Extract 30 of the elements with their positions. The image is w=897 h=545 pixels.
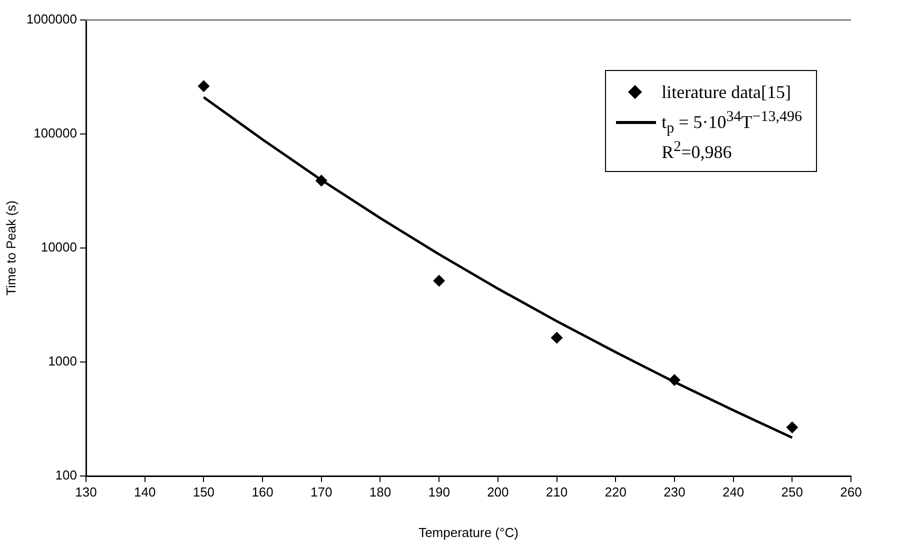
annotation: R$^{2}$=0,986 xyxy=(660,139,733,164)
x-tick-label: 250 xyxy=(781,484,804,500)
point xyxy=(786,421,798,434)
legend-label: t$_{p}$ = 5·10$^{34}$T$^{−13,496}$ xyxy=(662,109,802,137)
y-tick-label: 1000000 xyxy=(26,12,77,27)
x-tick-label: 210 xyxy=(546,484,568,500)
x-tick-label: 160 xyxy=(252,484,274,500)
point xyxy=(198,80,210,92)
x-tick-label: 220 xyxy=(604,484,626,500)
legend-label: literature data[15] xyxy=(662,81,792,104)
y-tick-label: 1000 xyxy=(48,354,77,369)
x-axis-title: Temperature (°C) xyxy=(418,524,518,540)
point xyxy=(433,274,446,287)
point xyxy=(668,374,680,386)
y-tick-label: 100 xyxy=(55,468,77,483)
x-tick-label: 230 xyxy=(664,484,686,500)
x-tick-label: 170 xyxy=(310,484,332,500)
point xyxy=(550,332,563,344)
x-tick-label: 200 xyxy=(487,484,509,500)
x-tick-label: 180 xyxy=(369,484,392,500)
y-axis-title: Time to Peak (s) xyxy=(3,200,18,296)
x-tick-label: 150 xyxy=(192,484,215,500)
point xyxy=(315,174,328,187)
y-tick-label: 10000 xyxy=(40,240,77,255)
y-tick-label: 100000 xyxy=(34,126,77,141)
x-tick-label: 240 xyxy=(722,484,744,500)
x-tick-label: 130 xyxy=(75,484,97,500)
x-tick-label: 260 xyxy=(840,484,862,500)
x-tick-label: 140 xyxy=(134,484,156,500)
x-tick-label: 190 xyxy=(428,484,450,500)
